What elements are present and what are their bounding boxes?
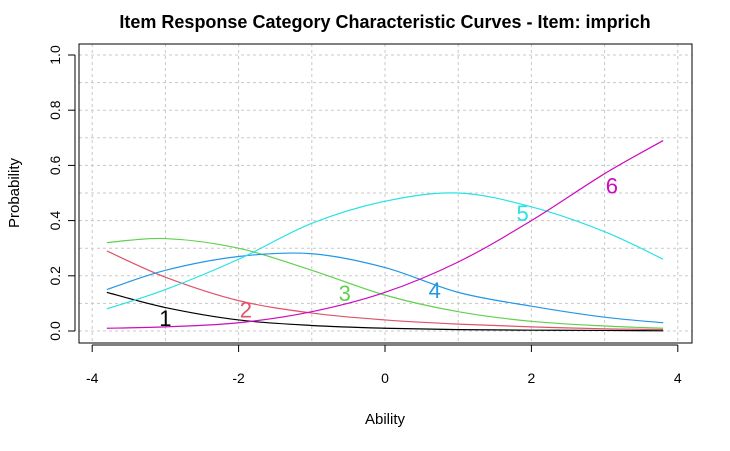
y-tick-label: 0.0: [47, 321, 63, 341]
plot-frame: [78, 43, 693, 344]
x-axis: -4 -2 0 2 4: [86, 344, 682, 386]
series-line-6: [106, 140, 664, 329]
y-tick-label: 1.0: [47, 45, 63, 65]
y-tick-label: 0.4: [47, 211, 63, 231]
series-line-4: [106, 252, 664, 324]
curve-label-6: 6: [606, 173, 618, 198]
curve-label-3: 3: [339, 281, 351, 306]
y-tick-label: 0.8: [47, 100, 63, 120]
chart-title: Item Response Category Characteristic Cu…: [119, 12, 650, 32]
y-tick-label: 0.2: [47, 266, 63, 286]
series-line-1: [106, 291, 664, 332]
curve-label-4: 4: [429, 278, 441, 303]
series-group: [106, 140, 664, 332]
x-axis-label: Ability: [365, 411, 406, 428]
y-axis: 0.0 0.2 0.4 0.6 0.8 1.0: [47, 45, 76, 341]
y-tick-label: 0.6: [47, 155, 63, 175]
series-line-5: [106, 192, 664, 310]
y-axis-label: Probability: [6, 157, 23, 228]
curve-label-5: 5: [516, 201, 528, 226]
grid: [79, 44, 692, 343]
curve-label-1: 1: [159, 306, 171, 331]
x-tick-label: 2: [528, 370, 536, 386]
x-tick-label: 4: [674, 370, 682, 386]
series-line-2: [106, 250, 664, 331]
x-tick-label: 0: [381, 370, 389, 386]
x-tick-label: -2: [232, 370, 245, 386]
series-line-3: [106, 237, 664, 329]
x-tick-label: -4: [86, 370, 99, 386]
curve-label-2: 2: [240, 297, 252, 322]
curve-labels: 1 2 3 4 5 6: [159, 173, 618, 330]
